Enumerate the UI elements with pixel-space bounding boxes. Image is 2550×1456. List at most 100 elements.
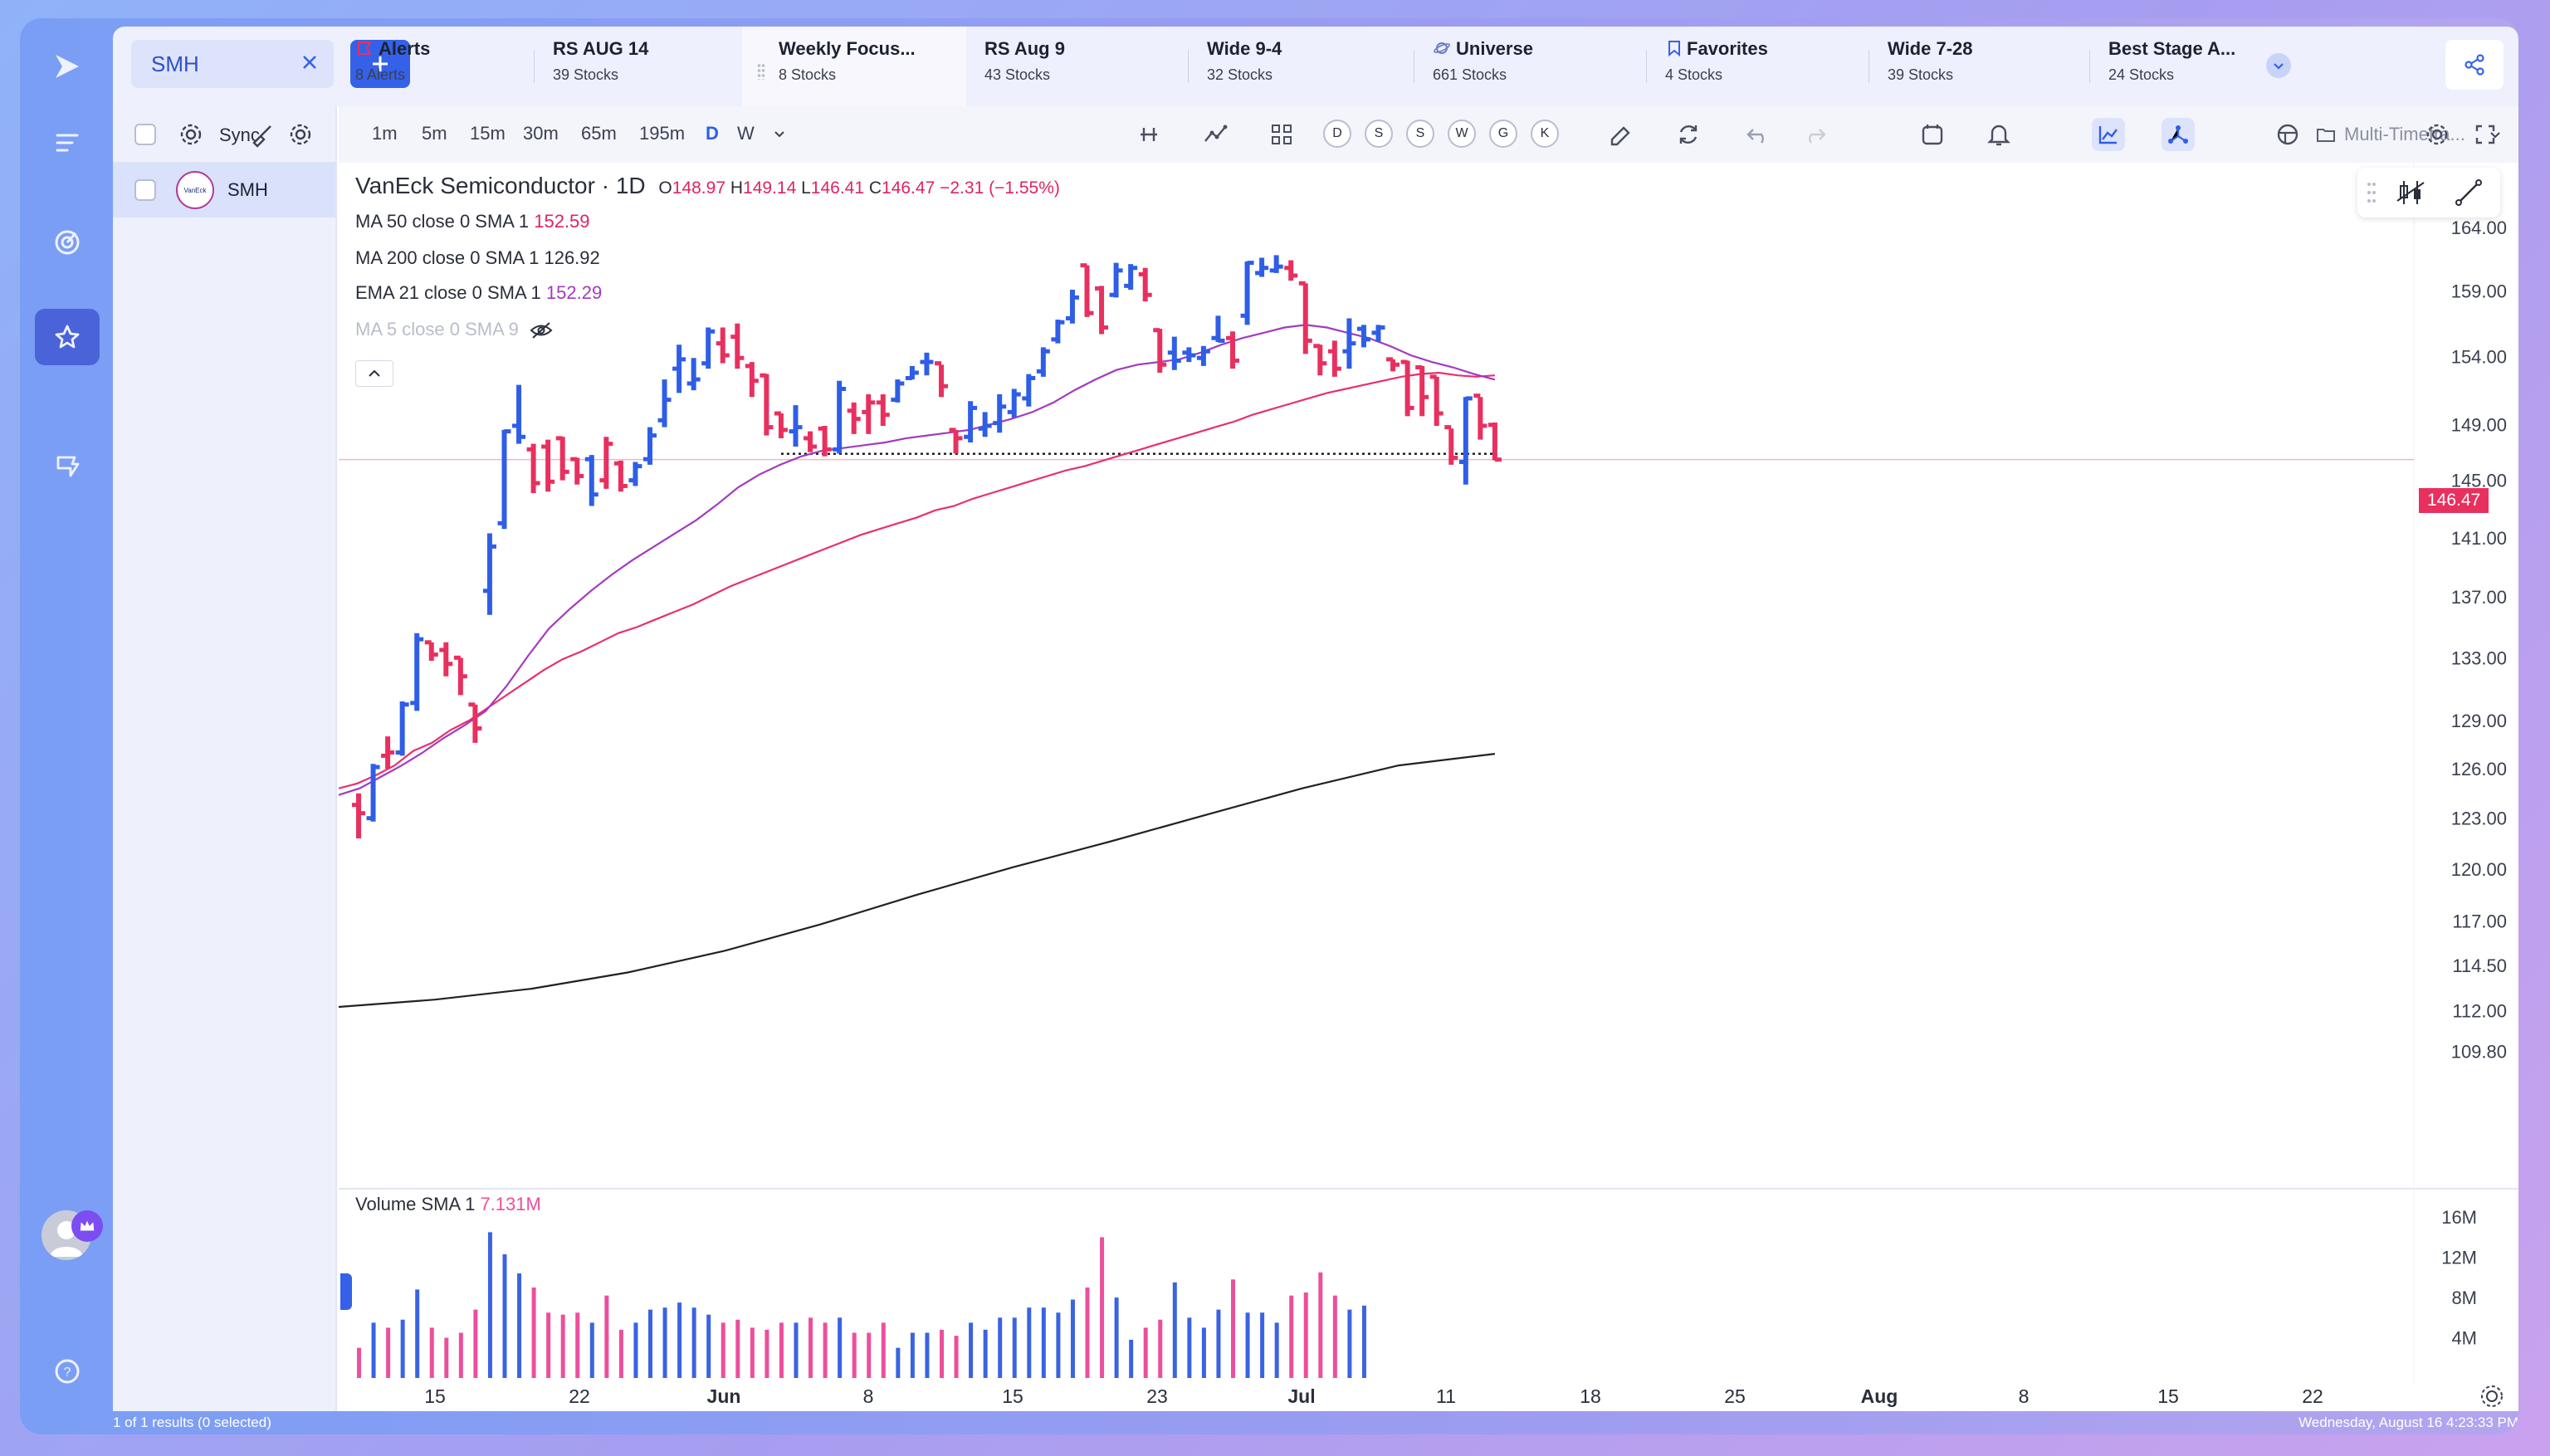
watchlist-star-icon[interactable] [35, 309, 100, 365]
ema21-legend[interactable]: EMA 21 close 0 SMA 1 152.29 [355, 282, 602, 304]
timeframe-more-chevron-icon[interactable] [772, 126, 787, 145]
volume-bar [1216, 1309, 1221, 1378]
tab-9[interactable]: Best Stage A... 24 Stocks [2090, 27, 2298, 106]
ma50-line [338, 371, 1495, 789]
ma5-label: MA 5 close 0 SMA 9 [355, 319, 519, 340]
tab-1[interactable]: Alerts 8 Alerts [337, 27, 535, 106]
ma5-legend[interactable]: MA 5 close 0 SMA 9 [355, 319, 554, 340]
ohlc-bar [512, 384, 526, 444]
ohlc-bar [978, 412, 992, 437]
grid-layout-icon[interactable] [1265, 118, 1298, 151]
ohlc-bar [613, 460, 628, 492]
bell-icon[interactable] [1982, 118, 2015, 151]
eraser-icon[interactable] [1604, 118, 1637, 151]
scan-filter-s-1[interactable]: S [1365, 120, 1393, 148]
tab-title: Wide 9-4 [1207, 38, 1282, 59]
timeframe-1m[interactable]: 1m [372, 123, 398, 144]
collapse-legend-button[interactable] [355, 360, 393, 387]
timeframe-15m[interactable]: 15m [470, 123, 506, 144]
tab-title: Weekly Focus... [779, 38, 916, 59]
line-chart-icon[interactable] [2092, 118, 2125, 151]
panels-icon[interactable] [2271, 118, 2304, 151]
settings-gear-icon[interactable] [287, 121, 314, 148]
redo-icon[interactable] [1798, 118, 1831, 151]
chart-settings-icon[interactable] [2421, 118, 2454, 151]
row-checkbox[interactable] [134, 179, 156, 201]
tab-subtitle: 39 Stocks [553, 66, 619, 83]
share-button[interactable] [2445, 40, 2504, 90]
add-tab-button[interactable] [350, 40, 410, 88]
ma200-line [338, 753, 1496, 1009]
tab-5[interactable]: Wide 9-4 32 Stocks [1189, 27, 1414, 106]
layout-selector[interactable]: Multi-Timefra... [2314, 118, 2504, 151]
y-tick-label: 123.00 [2451, 809, 2507, 829]
symbol-search-input[interactable]: SMH [131, 40, 334, 88]
tab-3[interactable]: Weekly Focus... 8 Stocks [742, 27, 966, 106]
scan-filter-d-0[interactable]: D [1323, 120, 1351, 148]
scan-filter-g-4[interactable]: G [1489, 120, 1517, 148]
watchlist-row[interactable]: VanEck SMH [113, 163, 335, 217]
menu-icon[interactable] [35, 115, 100, 171]
indicators-icon[interactable] [1199, 118, 1232, 151]
calendar-icon[interactable] [1916, 118, 1949, 151]
sync-label[interactable]: Sync [219, 125, 260, 145]
screener-icon[interactable] [35, 438, 100, 495]
chart-area[interactable]: 164.00 159.00 154.00 149.00 145.00 141.00 137.… [338, 163, 2518, 1411]
timeframe-d[interactable]: D [706, 123, 719, 144]
timeframe-65m[interactable]: 65m [581, 123, 617, 144]
y-tick-label: 109.80 [2451, 1042, 2507, 1063]
volume-bar [794, 1322, 799, 1378]
drag-handle-icon[interactable] [2366, 181, 2377, 204]
scan-filter-s-2[interactable]: S [1406, 120, 1434, 148]
undo-icon[interactable] [1742, 118, 1775, 151]
hidden-eye-icon[interactable] [529, 321, 554, 340]
radar-icon[interactable] [35, 214, 100, 271]
scan-filter-k-5[interactable]: K [1531, 120, 1559, 148]
y-tick-label: 137.00 [2451, 587, 2507, 608]
trendline-tool-icon[interactable] [2452, 176, 2485, 209]
network-icon[interactable] [2162, 118, 2195, 151]
ohlc-bar [789, 405, 803, 447]
fullscreen-icon[interactable] [2469, 118, 2502, 151]
tab-2[interactable]: RS AUG 14 39 Stocks [535, 27, 742, 106]
clear-search-icon[interactable] [297, 50, 322, 75]
axis-gear-icon[interactable] [2481, 1385, 2503, 1407]
ohlc-bar [410, 633, 424, 711]
watchlist-panel: Sync VanEck SMH [113, 106, 337, 1411]
volume-bar [1361, 1305, 1366, 1378]
tab-drag-handle[interactable] [757, 63, 765, 80]
expand-panel-handle[interactable] [340, 1273, 352, 1310]
range-selector-icon[interactable] [1132, 118, 1165, 151]
volume-bar [779, 1322, 784, 1378]
tab-7[interactable]: Favorites 4 Stocks [1647, 27, 1869, 106]
volume-legend[interactable]: Volume SMA 1 7.131M [355, 1194, 541, 1215]
help-icon[interactable]: ? [35, 1343, 100, 1400]
ohlc-bar [1458, 396, 1473, 485]
y-tick-label: 129.00 [2451, 711, 2507, 731]
ma50-legend[interactable]: MA 50 close 0 SMA 1 152.59 [355, 211, 590, 232]
volume-bar [589, 1322, 594, 1378]
tab-6[interactable]: Universe 661 Stocks [1414, 27, 1647, 106]
tab-4[interactable]: RS Aug 9 43 Stocks [966, 27, 1189, 106]
price-chart[interactable]: 164.00 159.00 154.00 149.00 145.00 141.00 137.… [338, 163, 2518, 1411]
candlestick-tool-icon[interactable] [2394, 176, 2427, 209]
timeframe-30m[interactable]: 30m [523, 123, 559, 144]
ohlc-bar [1444, 425, 1458, 465]
refresh-icon[interactable] [1672, 118, 1705, 151]
logo-icon[interactable] [35, 38, 100, 95]
gear-icon[interactable] [178, 121, 204, 148]
brush-icon[interactable] [249, 121, 276, 148]
ohlc-bar [1386, 357, 1400, 372]
volume-bar [808, 1317, 813, 1378]
scan-filter-w-3[interactable]: W [1448, 120, 1476, 148]
tab-title: Best Stage A... [2108, 38, 2236, 59]
timeframe-w[interactable]: W [737, 123, 755, 144]
select-all-checkbox[interactable] [134, 124, 156, 145]
instrument-title: VanEck Semiconductor · 1D [355, 173, 646, 198]
ohlc-bar [1313, 344, 1327, 376]
ma200-legend[interactable]: MA 200 close 0 SMA 1 126.92 [355, 247, 600, 269]
timeframe-195m[interactable]: 195m [639, 123, 686, 144]
tabs-overflow-chevron-icon[interactable] [2266, 53, 2291, 78]
tab-8[interactable]: Wide 7-28 39 Stocks [1869, 27, 2090, 106]
timeframe-5m[interactable]: 5m [422, 123, 447, 144]
